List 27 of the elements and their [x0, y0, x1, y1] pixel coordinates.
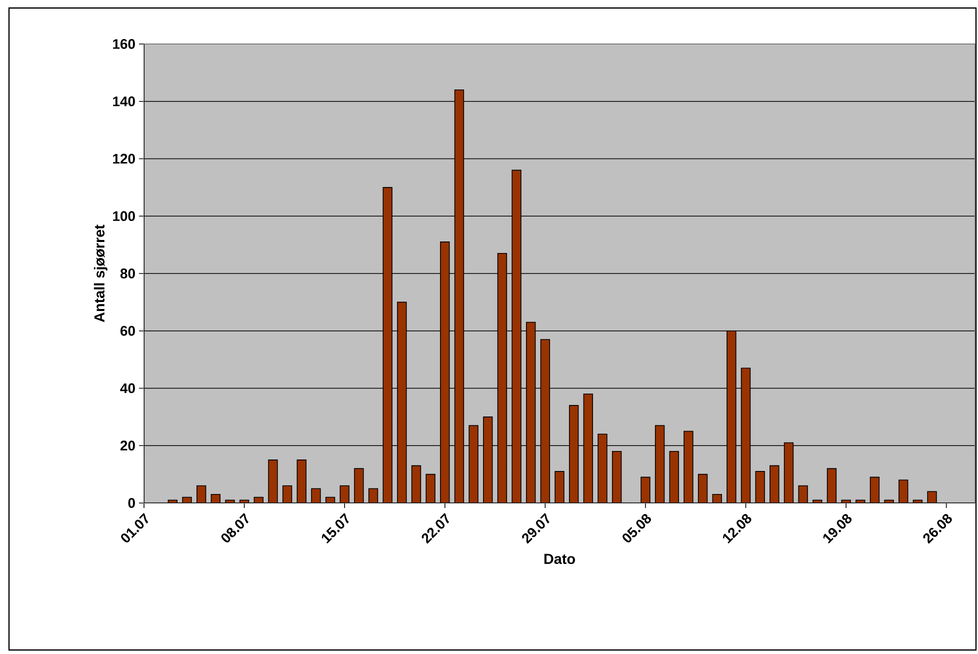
y-tick-label: 120 — [113, 154, 135, 164]
bar — [698, 474, 708, 503]
bar — [512, 170, 522, 503]
bar — [411, 465, 422, 503]
y-tick-label: 80 — [120, 268, 135, 278]
bar — [540, 339, 550, 503]
y-tick-label: 60 — [120, 326, 135, 336]
y-tick-label: 160 — [113, 39, 135, 49]
bar — [397, 302, 407, 503]
bar — [382, 187, 392, 503]
bar — [784, 442, 794, 503]
bar — [740, 368, 751, 503]
x-axis-title: Dato — [544, 554, 575, 564]
bar — [826, 468, 837, 503]
bar — [282, 485, 292, 503]
y-tick-label: 0 — [128, 498, 135, 508]
y-tick-label: 20 — [120, 440, 135, 451]
y-tick-label: 40 — [120, 383, 135, 394]
bar — [870, 476, 880, 503]
y-axis-title: Antall sjøørret — [94, 224, 108, 322]
y-tick-label: 140 — [113, 96, 135, 106]
bar — [497, 253, 508, 503]
y-tick-label: 100 — [113, 211, 135, 222]
bar — [454, 89, 464, 503]
bar — [368, 488, 378, 503]
bar — [440, 242, 450, 503]
bar — [526, 322, 536, 503]
